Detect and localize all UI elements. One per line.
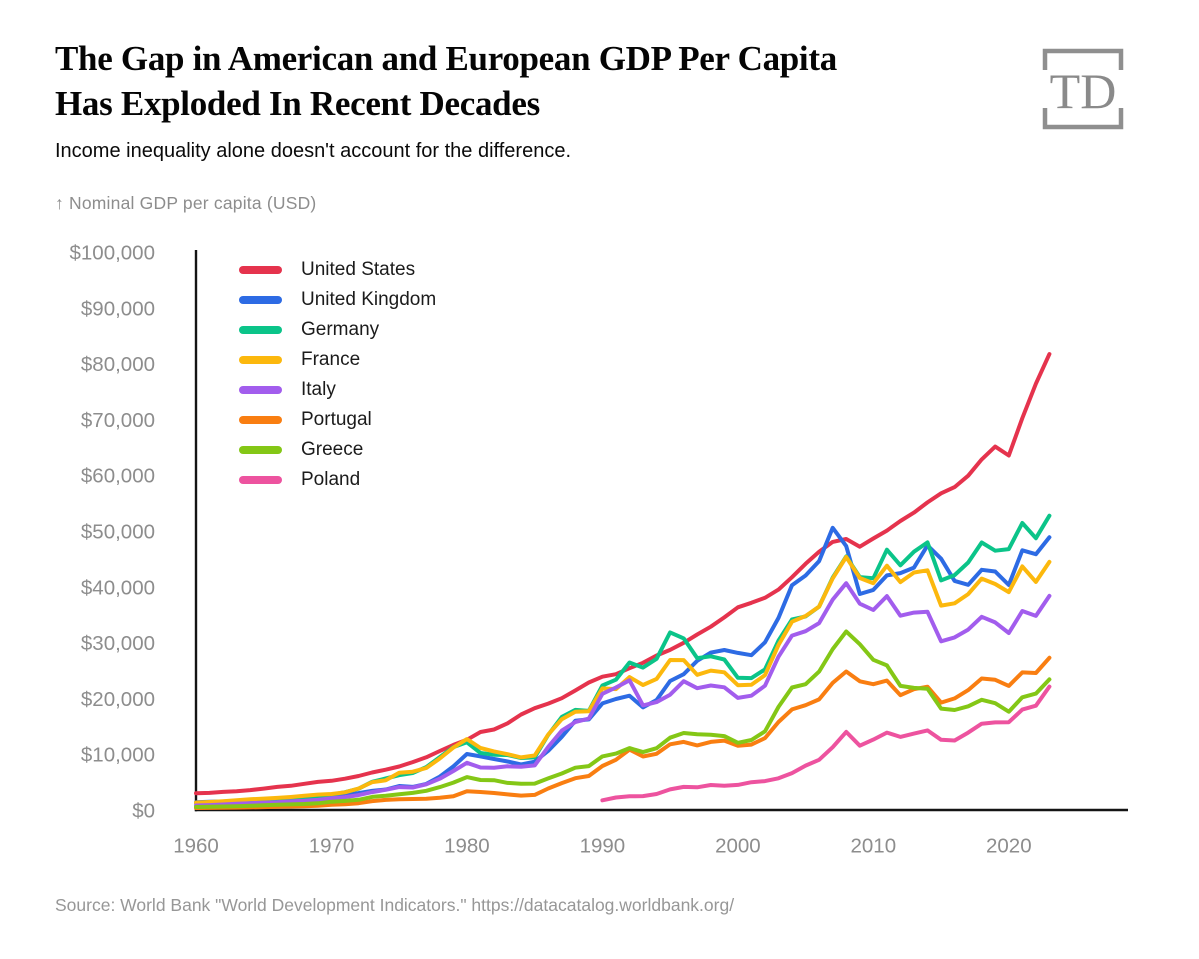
x-tick-label: 1980 — [444, 835, 490, 858]
legend-item-poland: Poland — [239, 465, 436, 495]
legend-swatch-icon — [239, 476, 282, 484]
legend-label: United Kingdom — [301, 289, 437, 310]
source-note: Source: World Bank "World Development In… — [55, 895, 735, 915]
td-logo-graphic: TD — [1042, 48, 1124, 130]
y-axis-title: ↑ Nominal GDP per capita (USD) — [55, 193, 317, 213]
y-tick-label: $40,000 — [81, 576, 155, 599]
series-line-poland — [600, 684, 1052, 803]
chart-title-line-2: Has Exploded In Recent Decades — [55, 84, 540, 123]
series-line-portugal — [194, 655, 1052, 810]
legend-label: France — [301, 349, 361, 370]
legend-swatch-icon — [239, 416, 282, 424]
y-tick-label: $60,000 — [81, 465, 155, 488]
x-tick-label: 1960 — [173, 835, 219, 858]
y-tick-label: $70,000 — [81, 409, 155, 432]
y-tick-label: $0 — [132, 800, 155, 823]
legend-item-italy: Italy — [239, 375, 436, 405]
x-tick-label: 2020 — [986, 835, 1032, 858]
series-line-italy — [194, 581, 1052, 808]
y-tick-label: $100,000 — [69, 242, 155, 265]
y-tick-label: $80,000 — [81, 353, 155, 376]
legend-swatch-icon — [239, 356, 282, 364]
legend-swatch-icon — [239, 296, 282, 304]
legend-item-united-kingdom: United Kingdom — [239, 285, 436, 315]
series-line-france — [194, 555, 1052, 805]
y-tick-label: $90,000 — [81, 297, 155, 320]
x-tick-label: 2000 — [715, 835, 761, 858]
x-tick-label: 1970 — [309, 835, 355, 858]
legend-label: Poland — [301, 469, 361, 490]
y-tick-label: $30,000 — [81, 632, 155, 655]
legend-swatch-icon — [239, 266, 282, 274]
td-logo: TD — [1041, 47, 1125, 131]
legend-item-greece: Greece — [239, 435, 436, 465]
legend-item-portugal: Portugal — [239, 405, 436, 435]
y-tick-label: $10,000 — [81, 744, 155, 767]
legend-item-germany: Germany — [239, 315, 436, 345]
x-tick-label: 1990 — [580, 835, 626, 858]
legend-item-france: France — [239, 345, 436, 375]
legend-swatch-icon — [239, 386, 282, 394]
y-tick-label: $20,000 — [81, 688, 155, 711]
y-tick-label: $50,000 — [81, 521, 155, 544]
chart-subtitle: Income inequality alone doesn't account … — [55, 140, 572, 162]
logo-frame-icon — [1042, 48, 1124, 130]
legend-swatch-icon — [239, 326, 282, 334]
legend-label: Italy — [301, 379, 336, 400]
chart-title: The Gap in American and European GDP Per… — [55, 36, 955, 126]
series-line-united-kingdom — [194, 525, 1052, 805]
legend-label: Portugal — [301, 409, 372, 430]
legend-label: Germany — [301, 319, 380, 340]
legend-swatch-icon — [239, 446, 282, 454]
x-tick-label: 2010 — [850, 835, 896, 858]
chart-legend: United States United Kingdom Germany France… — [239, 255, 436, 495]
logo-text: TD — [1050, 63, 1117, 119]
legend-item-united-states: United States — [239, 255, 436, 285]
chart-title-line-1: The Gap in American and European GDP Per… — [55, 39, 837, 78]
series-line-greece — [194, 629, 1052, 809]
legend-label: United States — [301, 259, 416, 280]
legend-label: Greece — [301, 439, 364, 460]
